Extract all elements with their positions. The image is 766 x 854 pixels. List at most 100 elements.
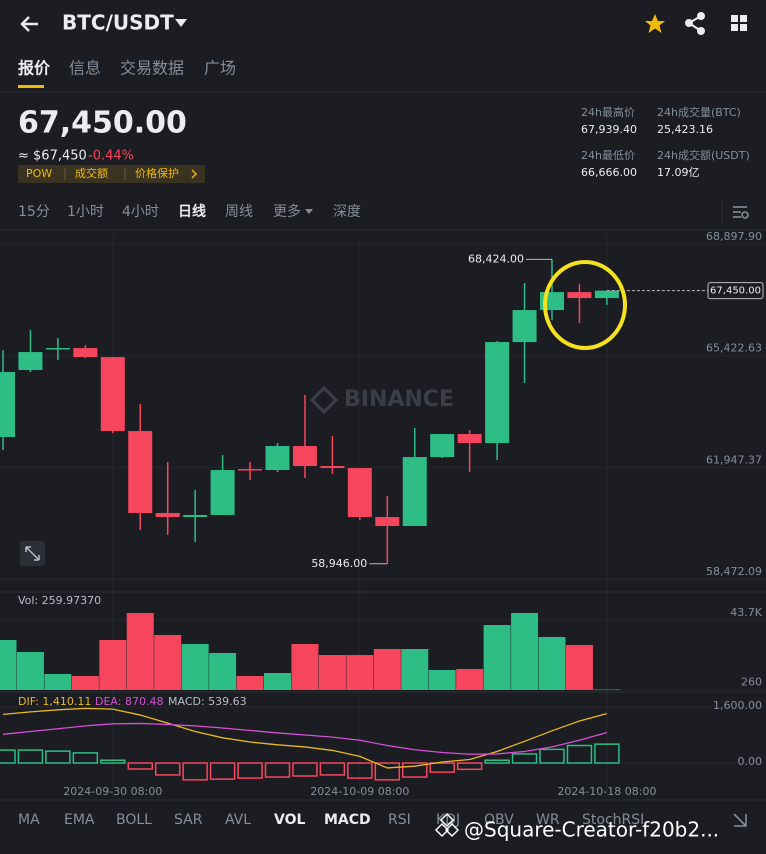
last-price: 67,450.00 [18, 106, 187, 141]
pair-dropdown[interactable] [175, 19, 187, 27]
indicator-tab[interactable]: VOL [274, 812, 305, 828]
highlight-circle [543, 260, 627, 350]
interval[interactable]: 1小时 [67, 204, 104, 220]
fullscreen-icon [25, 546, 40, 561]
interval[interactable]: 深度 [333, 204, 361, 220]
tab[interactable]: 广场 [204, 59, 236, 78]
stat-value: 17.09亿 [657, 166, 700, 179]
badge[interactable]: POW [26, 167, 52, 180]
credit-logo [434, 812, 460, 838]
indicator-tab[interactable]: RSI [388, 812, 411, 828]
indicator-tab[interactable]: BOLL [116, 812, 152, 828]
macd-legend: MACD: 539.63 [168, 695, 247, 708]
volume-bar [99, 639, 127, 690]
y-tick-label: 1,600.00 [713, 699, 762, 712]
volume-bar [154, 634, 182, 690]
indicator-tab[interactable]: MA [18, 812, 40, 828]
stat-value: 25,423.16 [657, 123, 713, 136]
candle-body [347, 468, 372, 518]
badge-arrow [191, 169, 198, 179]
candle-body [320, 466, 345, 469]
y-tick-label: 68,897.90 [706, 230, 762, 243]
indicator-tab[interactable]: OBV [484, 812, 514, 828]
candle-body [18, 352, 43, 371]
volume-bar [236, 676, 264, 690]
macd-bar [594, 743, 620, 764]
candle-body [567, 292, 592, 299]
share-button[interactable] [685, 12, 705, 35]
volume-bar [291, 643, 319, 690]
more-dropdown[interactable] [305, 209, 313, 214]
macd-line [2, 722, 608, 755]
volume-bar [0, 639, 17, 690]
macd-bar [264, 762, 291, 778]
indicator-tab[interactable]: MACD [324, 812, 371, 828]
volume-bar [126, 612, 154, 690]
volume-bar [593, 689, 621, 691]
candle-body [100, 357, 125, 432]
favorite-star[interactable] [645, 14, 665, 33]
credit: @Square-Creator-f20b2... [464, 818, 719, 842]
badge[interactable]: 价格保护 [135, 166, 179, 180]
macd-bar [292, 762, 318, 777]
y-tick-label: 43.7K [730, 606, 762, 619]
indicator-tab[interactable]: SAR [174, 812, 203, 828]
volume-bar [44, 673, 72, 690]
interval[interactable]: 更多 [273, 203, 301, 220]
macd-legend: DEA: 870.48 [95, 695, 163, 708]
tab[interactable]: 报价 [18, 59, 51, 78]
watermark: BINANCE [344, 387, 454, 412]
candle-body [292, 446, 317, 467]
interval[interactable]: 4小时 [122, 204, 159, 220]
macd-line [2, 707, 608, 769]
stat-value: 66,666.00 [581, 166, 637, 179]
candle-body [457, 434, 482, 444]
stat-label: 24h成交额(USDT) [657, 148, 750, 162]
chart-settings[interactable] [733, 206, 749, 219]
macd-bar [182, 762, 208, 781]
macd-bar [100, 759, 126, 764]
candle-body [512, 310, 537, 343]
stat-value: 67,939.40 [581, 123, 637, 136]
volume-bar [181, 643, 209, 690]
tab[interactable]: 信息 [69, 59, 101, 78]
macd-bar [402, 762, 428, 778]
volume-bar [456, 669, 484, 690]
candle-body [210, 470, 235, 515]
back-button[interactable] [20, 16, 38, 32]
layout-button[interactable] [731, 15, 747, 31]
collapse-icon[interactable] [733, 813, 747, 827]
x-tick-label: 2024-09-30 08:00 [63, 785, 162, 798]
interval[interactable]: 15分 [18, 204, 50, 220]
tab[interactable]: 交易数据 [120, 59, 184, 78]
pair-title[interactable]: BTC/USDT [62, 11, 174, 35]
indicator-tab[interactable]: EMA [64, 812, 95, 828]
candle-body [128, 431, 153, 514]
volume-bar [16, 651, 44, 690]
candle-body [265, 446, 290, 471]
indicator-tab[interactable]: StochRSI [582, 812, 644, 828]
interval[interactable]: 日线 [178, 203, 206, 220]
y-tick-label: 0.00 [738, 755, 763, 768]
macd-bar [511, 753, 538, 764]
volume-bar [538, 636, 566, 690]
macd-bar [374, 762, 401, 781]
macd-bar [17, 749, 44, 764]
volume-bar [209, 652, 237, 690]
candle-body [375, 517, 400, 527]
indicator-tab[interactable]: AVL [225, 812, 251, 828]
volume-bar [264, 672, 291, 690]
macd-bar [209, 762, 236, 780]
x-tick-label: 2024-10-09 08:00 [310, 785, 409, 798]
candle-body [155, 513, 180, 518]
volume-bar [401, 648, 429, 690]
volume-bar [565, 644, 593, 690]
macd-bar [539, 748, 565, 764]
indicator-tab[interactable]: WR [536, 812, 560, 828]
tab-indicator [18, 85, 44, 88]
macd-bar [0, 749, 16, 764]
macd-bar [319, 762, 346, 776]
badge[interactable]: 成交额 [75, 166, 108, 180]
volume-title: Vol: 259.97370 [18, 594, 101, 607]
interval[interactable]: 周线 [225, 204, 253, 220]
